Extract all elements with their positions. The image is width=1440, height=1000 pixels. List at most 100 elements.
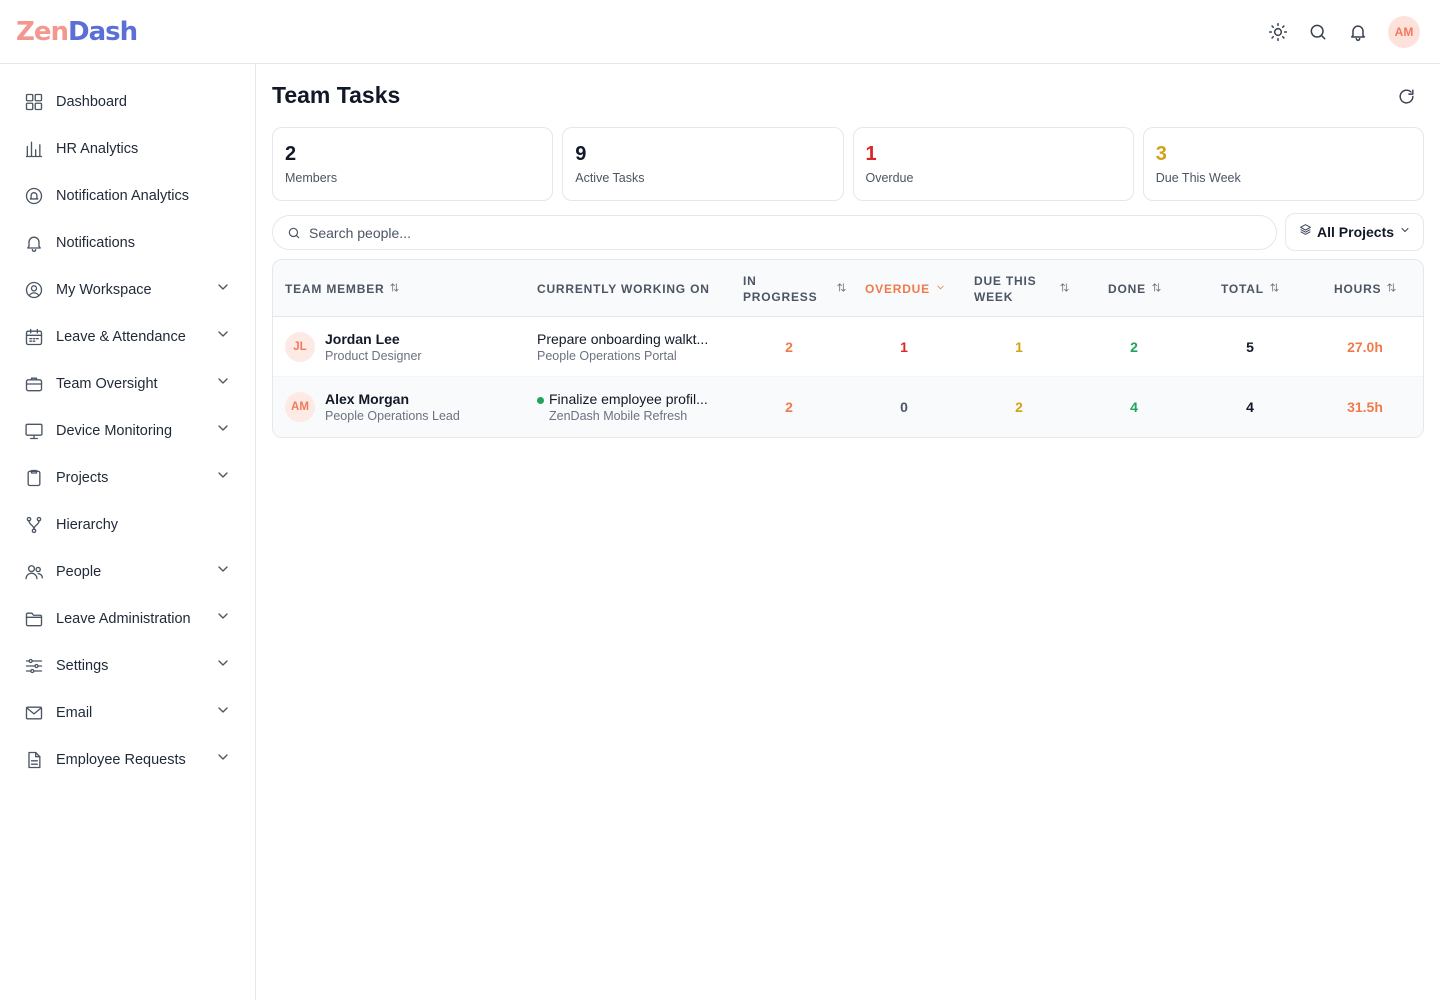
document-icon (24, 750, 44, 770)
done-count: 4 (1130, 399, 1138, 415)
logo-text-dash: Dash (68, 17, 138, 47)
sort-icon (384, 282, 400, 296)
stat-label: Members (285, 171, 338, 185)
sun-icon (1268, 22, 1288, 42)
sidebar-item-notifications[interactable]: Notifications (0, 219, 255, 266)
column-header-total[interactable]: Total (1221, 260, 1280, 317)
sidebar-item-leave-administration[interactable]: Leave Administration (0, 595, 255, 642)
search-input[interactable] (309, 224, 1209, 241)
bell-icon (1351, 25, 1365, 42)
chevron-down-icon (930, 282, 946, 296)
chevron-down-icon[interactable] (215, 373, 231, 394)
column-header-label-line2: Week (974, 289, 1014, 304)
task-title[interactable]: Finalize employee profil... (549, 391, 708, 407)
sidebar-item-settings[interactable]: Settings (0, 642, 255, 689)
sidebar-item-label: Notifications (56, 234, 135, 251)
chevron-down-icon[interactable] (215, 279, 231, 300)
hours-value: 27.0h (1347, 339, 1383, 355)
sidebar-item-hr-analytics[interactable]: HR Analytics (0, 125, 255, 172)
stat-value: 3 (1155, 143, 1167, 165)
column-header-team-member[interactable]: Team Member (285, 260, 400, 317)
sidebar-item-employee-requests[interactable]: Employee Requests (0, 736, 255, 783)
sidebar-item-leave-attendance[interactable]: Leave & Attendance (0, 313, 255, 360)
clipboard-icon (24, 468, 44, 488)
member-info: Alex Morgan People Operations Lead (325, 391, 460, 423)
sidebar-item-dashboard[interactable]: Dashboard (0, 78, 255, 125)
sidebar-item-label: Dashboard (56, 93, 127, 110)
avatar: AM (285, 392, 315, 422)
sidebar-item-my-workspace[interactable]: My Workspace (0, 266, 255, 313)
sidebar-item-label: Projects (56, 469, 109, 486)
notifications-button[interactable] (1344, 16, 1372, 48)
sliders-icon (24, 656, 44, 676)
chevron-down-icon[interactable] (215, 561, 231, 582)
task-title[interactable]: Prepare onboarding walkt... (537, 331, 709, 347)
monitor-icon (24, 421, 44, 441)
member-name[interactable]: Alex Morgan (325, 391, 410, 407)
stat-label: Overdue (865, 171, 914, 185)
column-header-overdue[interactable]: Overdue (865, 260, 946, 317)
sidebar-item-device-monitoring[interactable]: Device Monitoring (0, 407, 255, 454)
table-header: Team Member Currently Working On In Progr… (273, 260, 1423, 317)
column-header-hours[interactable]: Hours (1334, 260, 1397, 317)
calendar-icon (24, 327, 44, 347)
stat-card-active-tasks: 9 Active Tasks (562, 127, 844, 201)
project-name: ZenDash Mobile Refresh (549, 409, 688, 423)
member-role: People Operations Lead (325, 409, 460, 423)
app-logo[interactable]: Zen Dash (16, 16, 138, 48)
member-cell: JL Jordan Lee Product Designer (285, 317, 422, 377)
hierarchy-icon (24, 515, 44, 535)
overdue-count: 1 (900, 339, 908, 355)
mail-icon (24, 703, 44, 723)
sidebar-item-people[interactable]: People (0, 548, 255, 595)
project-filter-dropdown[interactable]: All Projects (1285, 213, 1424, 251)
sort-icon (1381, 282, 1397, 296)
chevron-down-icon[interactable] (215, 608, 231, 629)
total-count: 4 (1246, 399, 1254, 415)
chevron-down-icon[interactable] (215, 420, 231, 441)
sidebar-item-label: Email (56, 704, 93, 721)
chevron-down-icon[interactable] (215, 655, 231, 676)
stat-card-overdue: 1 Overdue (852, 127, 1134, 201)
chevron-down-icon[interactable] (215, 749, 231, 770)
column-header-label: Currently Working On (537, 281, 710, 296)
member-name[interactable]: Jordan Lee (325, 331, 400, 347)
theme-toggle-button[interactable] (1264, 16, 1292, 48)
column-header-currently-working-on: Currently Working On (537, 260, 710, 317)
page-title: Team Tasks (272, 82, 401, 108)
stat-value: 9 (575, 143, 587, 165)
sidebar-item-notification-analytics[interactable]: Notification Analytics (0, 172, 255, 219)
table-row[interactable]: AM Alex Morgan People Operations Lead Fi… (273, 377, 1423, 437)
global-search-button[interactable] (1304, 16, 1332, 48)
table-row[interactable]: JL Jordan Lee Product Designer Prepare o… (273, 317, 1423, 377)
user-avatar[interactable]: AM (1388, 16, 1420, 48)
sidebar-item-email[interactable]: Email (0, 689, 255, 736)
column-header-done[interactable]: Done (1108, 260, 1162, 317)
member-cell: AM Alex Morgan People Operations Lead (285, 377, 460, 437)
sidebar-item-label: Leave & Attendance (56, 328, 186, 345)
sidebar: Dashboard HR Analytics Notification Anal… (0, 64, 256, 1000)
sidebar-item-team-oversight[interactable]: Team Oversight (0, 360, 255, 407)
top-bar: Zen Dash AM (0, 0, 1440, 64)
done-count: 2 (1130, 339, 1138, 355)
refresh-button[interactable] (1394, 84, 1418, 108)
task-title-wrap: Finalize employee profil... (537, 391, 708, 407)
chevron-down-icon[interactable] (215, 326, 231, 347)
sidebar-item-hierarchy[interactable]: Hierarchy (0, 501, 255, 548)
column-header-label-line2: Progress (743, 289, 818, 304)
briefcase-icon (24, 374, 44, 394)
stats-row: 2 Members 9 Active Tasks 1 Overdue 3 Due… (272, 127, 1424, 201)
column-header-in-progress[interactable]: In Progress (743, 260, 847, 317)
sidebar-item-label: Settings (56, 657, 109, 674)
column-header-due-this-week[interactable]: Due This Week (974, 260, 1070, 317)
sidebar-item-label: People (56, 563, 102, 580)
overdue-count: 0 (900, 399, 908, 415)
column-header-label: Total (1221, 281, 1264, 296)
search-icon (288, 227, 300, 238)
sidebar-item-label: My Workspace (56, 281, 152, 298)
column-header-label: Overdue (865, 281, 930, 296)
sidebar-item-projects[interactable]: Projects (0, 454, 255, 501)
team-tasks-table: Team Member Currently Working On In Progr… (272, 259, 1424, 438)
chevron-down-icon[interactable] (215, 467, 231, 488)
chevron-down-icon[interactable] (215, 702, 231, 723)
